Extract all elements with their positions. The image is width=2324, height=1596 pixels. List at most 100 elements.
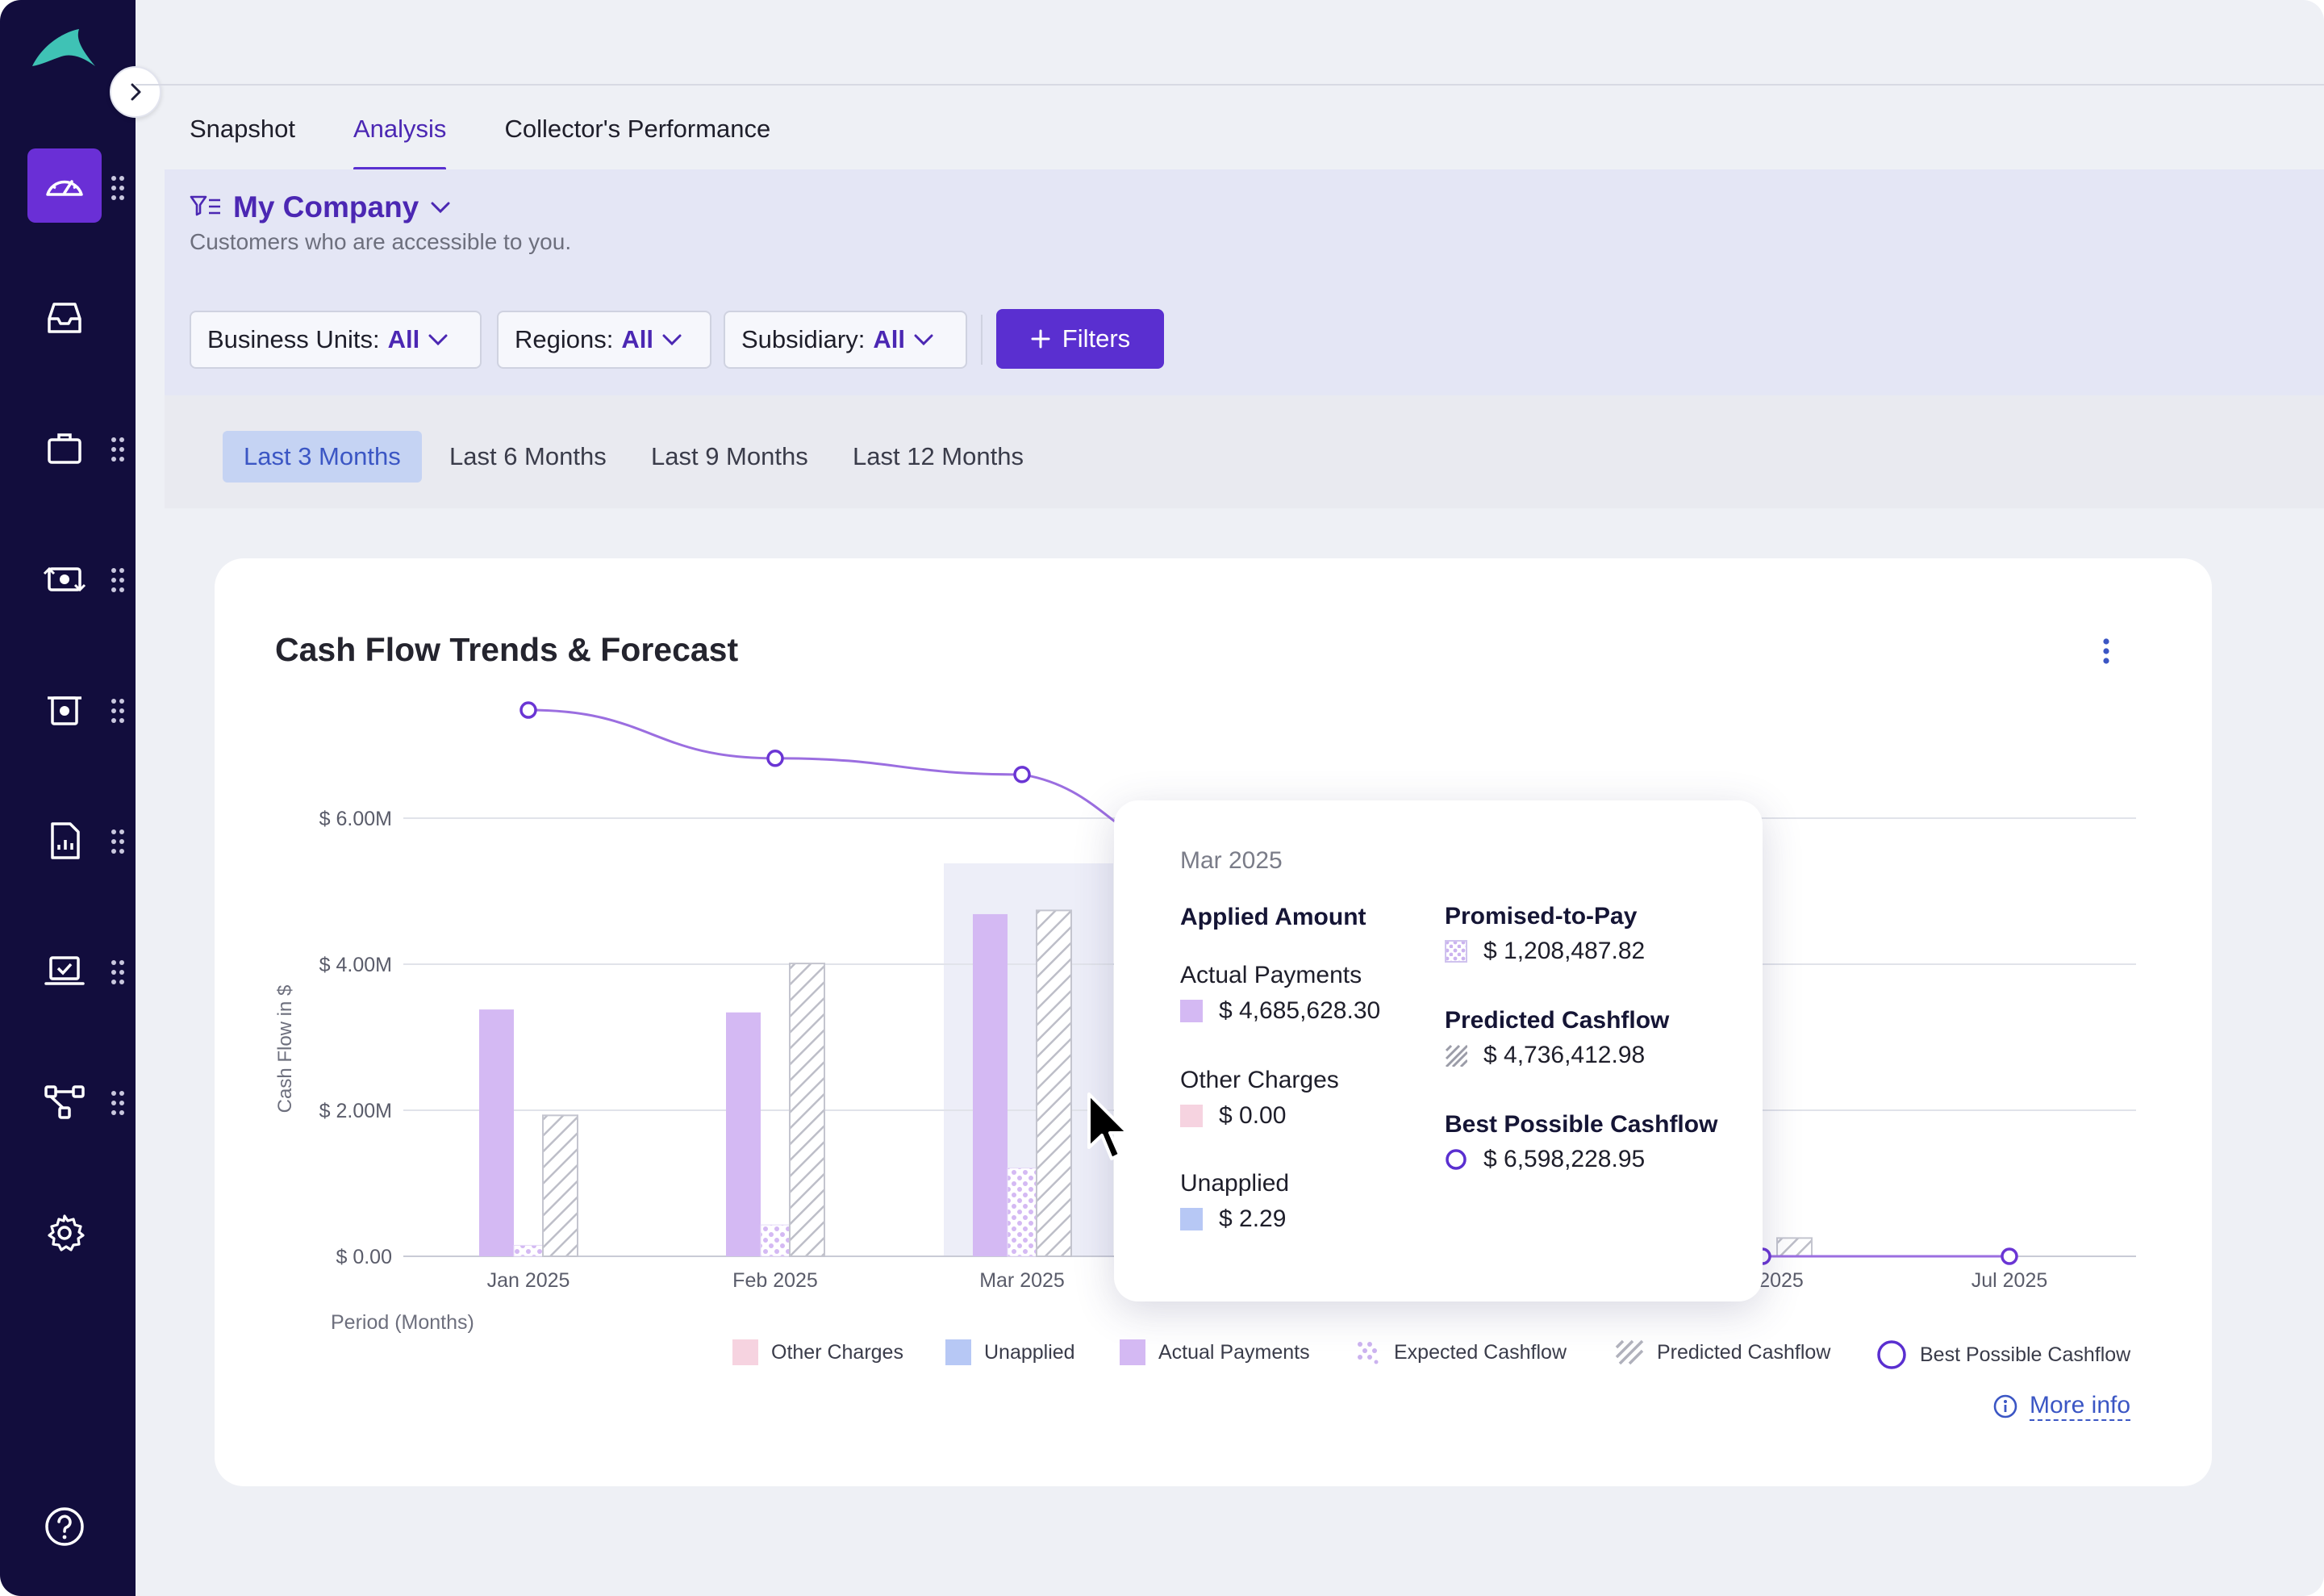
company-scope-bar: My Company Customers who are accessible … bbox=[165, 169, 2324, 273]
gear-icon bbox=[48, 1214, 85, 1251]
tab-collectors-performance[interactable]: Collector's Performance bbox=[504, 115, 771, 143]
time-range-bar: Last 3 Months Last 6 Months Last 9 Month… bbox=[165, 395, 2324, 508]
other-charges-label: Other Charges bbox=[1180, 1067, 1339, 1093]
tab-analysis[interactable]: Analysis bbox=[353, 107, 447, 171]
x-tick-label: Jul 2025 bbox=[1971, 1269, 2048, 1292]
legend-label: Best Possible Cashflow bbox=[1920, 1343, 2131, 1366]
value-text: $ 6,598,228.95 bbox=[1483, 1146, 1646, 1172]
y-tick-label: $ 0.00 bbox=[336, 1246, 392, 1268]
chevron-right-icon bbox=[131, 83, 141, 101]
nav-reports[interactable] bbox=[27, 804, 102, 878]
dashboard-gauge-icon bbox=[46, 180, 83, 196]
bar-actual-payments[interactable] bbox=[726, 1012, 761, 1256]
x-tick-label: Feb 2025 bbox=[732, 1269, 818, 1292]
applied-amount-heading: Applied Amount bbox=[1180, 904, 1366, 930]
legend-best-possible[interactable]: Best Possible Cashflow bbox=[1876, 1339, 2130, 1370]
bar-predicted-cashflow[interactable] bbox=[542, 1114, 578, 1257]
business-units-filter[interactable]: Business Units: All bbox=[190, 311, 482, 369]
legend-label: Other Charges bbox=[771, 1340, 903, 1364]
company-selector[interactable]: My Company bbox=[190, 190, 451, 224]
filter-list-icon bbox=[190, 195, 220, 216]
drag-handle-icon[interactable] bbox=[110, 697, 126, 725]
y-tick-label: $ 4.00M bbox=[319, 954, 392, 976]
best-possible-point[interactable] bbox=[1013, 766, 1031, 783]
drag-handle-icon[interactable] bbox=[110, 174, 126, 202]
chevron-down-icon bbox=[428, 334, 448, 346]
more-vertical-icon[interactable] bbox=[2102, 637, 2110, 665]
nav-workflows[interactable] bbox=[27, 1065, 102, 1139]
more-info-link[interactable]: More info bbox=[1992, 1392, 2131, 1421]
promised-to-pay-heading: Promised-to-Pay bbox=[1445, 903, 1638, 930]
range-last-12-months[interactable]: Last 12 Months bbox=[853, 442, 1024, 470]
actual-payments-label: Actual Payments bbox=[1180, 962, 1362, 988]
best-possible-point[interactable] bbox=[519, 701, 537, 719]
brand-logo bbox=[32, 29, 95, 66]
other-charges-swatch bbox=[1180, 1105, 1203, 1127]
legend-label: Unapplied bbox=[984, 1340, 1075, 1364]
sidebar bbox=[0, 0, 161, 1596]
plus-icon bbox=[1031, 329, 1050, 349]
y-tick-label: $ 2.00M bbox=[319, 1100, 392, 1122]
nav-help[interactable] bbox=[27, 1489, 102, 1564]
tab-snapshot[interactable]: Snapshot bbox=[190, 115, 295, 143]
bar-predicted-cashflow[interactable] bbox=[1776, 1237, 1813, 1257]
unapplied-label: Unapplied bbox=[1180, 1170, 1290, 1197]
nav-tasks[interactable] bbox=[27, 934, 102, 1009]
report-document-icon bbox=[51, 822, 80, 859]
best-possible-point[interactable] bbox=[2001, 1247, 2018, 1265]
range-last-3-months[interactable]: Last 3 Months bbox=[223, 431, 422, 483]
legend-unapplied[interactable]: Unapplied bbox=[945, 1339, 1075, 1365]
value-text: $ 1,208,487.82 bbox=[1483, 938, 1646, 964]
value-text: $ 4,685,628.30 bbox=[1219, 997, 1381, 1024]
bar-actual-payments[interactable] bbox=[973, 913, 1008, 1256]
legend-actual-payments[interactable]: Actual Payments bbox=[1120, 1339, 1310, 1365]
drag-handle-icon[interactable] bbox=[110, 828, 126, 855]
range-last-9-months[interactable]: Last 9 Months bbox=[651, 442, 808, 470]
help-icon bbox=[45, 1507, 84, 1546]
best-possible-line bbox=[528, 708, 1120, 826]
legend-swatch bbox=[732, 1339, 758, 1365]
drag-handle-icon[interactable] bbox=[110, 959, 126, 986]
nav-inbox[interactable] bbox=[27, 281, 102, 355]
filter-label: Subsidiary: bbox=[741, 325, 866, 353]
best-possible-swatch bbox=[1446, 1149, 1467, 1170]
drag-handle-icon[interactable] bbox=[110, 566, 126, 594]
inbox-icon bbox=[48, 303, 81, 333]
sidebar-expand-button[interactable] bbox=[110, 66, 161, 118]
unapplied-value: $ 2.29 bbox=[1180, 1205, 1286, 1233]
filter-value: All bbox=[621, 325, 653, 353]
info-icon bbox=[1993, 1394, 2017, 1418]
x-tick-label: Jan 2025 bbox=[487, 1269, 570, 1292]
nav-dashboard[interactable] bbox=[27, 148, 102, 223]
regions-filter[interactable]: Regions: All bbox=[497, 311, 711, 369]
nav-payments[interactable] bbox=[27, 542, 102, 616]
filter-bar: Business Units: All Regions: All Subsidi… bbox=[165, 273, 2324, 395]
nav-cash[interactable] bbox=[27, 673, 102, 747]
actual-payments-swatch bbox=[1180, 1000, 1203, 1022]
nav-portfolio[interactable] bbox=[27, 412, 102, 486]
legend-label: Actual Payments bbox=[1158, 1340, 1310, 1364]
drag-handle-icon[interactable] bbox=[110, 1089, 126, 1117]
value-text: $ 2.29 bbox=[1219, 1205, 1287, 1232]
tab-bar: Snapshot Analysis Collector's Performanc… bbox=[190, 107, 770, 171]
x-axis-title: Period (Months) bbox=[331, 1311, 474, 1334]
bar-predicted-cashflow[interactable] bbox=[789, 963, 825, 1257]
add-filters-button[interactable]: Filters bbox=[996, 309, 1164, 369]
legend-predicted-cashflow[interactable]: Predicted Cashflow bbox=[1615, 1339, 1830, 1365]
filter-label: Business Units: bbox=[207, 325, 380, 353]
drag-handle-icon[interactable] bbox=[110, 436, 126, 463]
chevron-down-icon bbox=[914, 334, 933, 346]
legend-expected-cashflow[interactable]: Expected Cashflow bbox=[1355, 1339, 1567, 1365]
best-possible-point[interactable] bbox=[766, 750, 784, 767]
subsidiary-filter[interactable]: Subsidiary: All bbox=[724, 311, 967, 369]
range-last-6-months[interactable]: Last 6 Months bbox=[449, 442, 607, 470]
bar-predicted-cashflow[interactable] bbox=[1036, 909, 1072, 1257]
filter-divider bbox=[981, 315, 983, 365]
nav-settings[interactable] bbox=[27, 1196, 102, 1270]
y-axis-title: Cash Flow in $ bbox=[274, 985, 296, 1113]
bar-actual-payments[interactable] bbox=[479, 1009, 514, 1256]
legend-label: Expected Cashflow bbox=[1394, 1340, 1567, 1364]
predicted-cashflow-heading: Predicted Cashflow bbox=[1445, 1007, 1670, 1034]
legend-other-charges[interactable]: Other Charges bbox=[732, 1339, 903, 1365]
